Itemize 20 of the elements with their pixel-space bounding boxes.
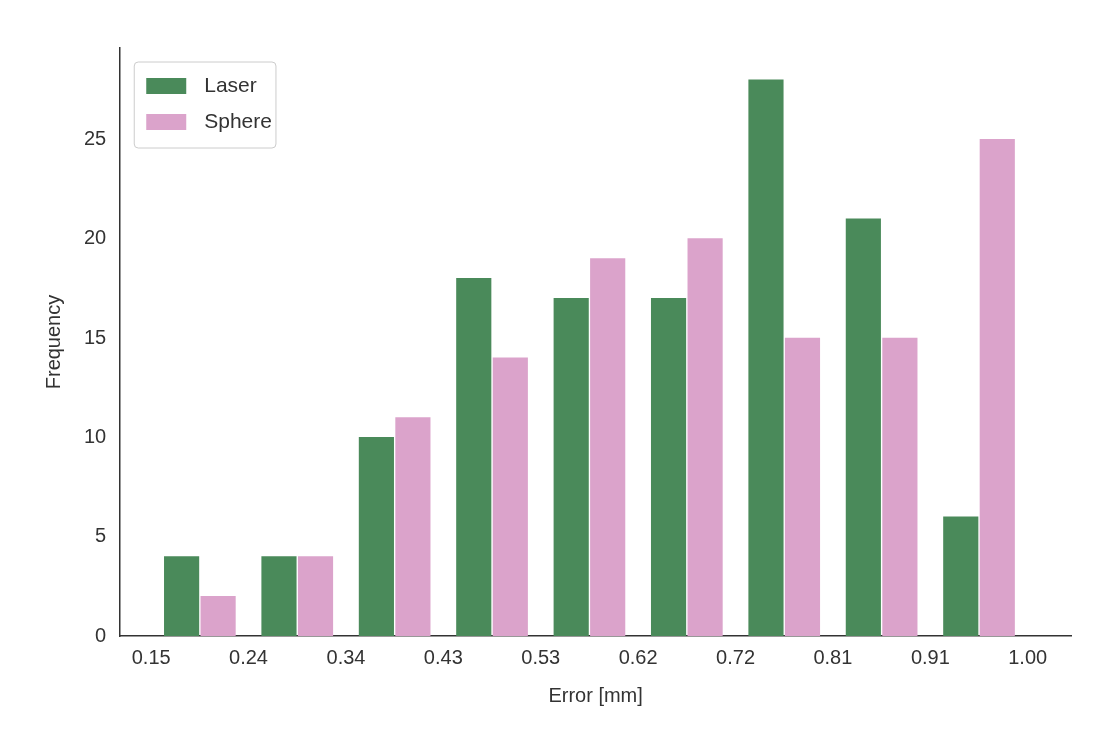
x-tick-label: 0.53 [521, 645, 561, 668]
y-tick-label: 10 [84, 424, 107, 447]
x-tick-label: 0.81 [813, 645, 853, 668]
x-tick-label: 1.00 [1008, 645, 1048, 668]
y-tick-label: 15 [84, 325, 107, 348]
x-tick-label: 0.62 [618, 645, 658, 668]
x-tick-label: 0.24 [229, 645, 268, 668]
legend-label: Sphere [204, 108, 272, 132]
y-axis-title: Frequency [41, 294, 64, 390]
legend-label: Laser [204, 72, 257, 96]
y-tick-label: 20 [84, 226, 107, 249]
x-tick-label: 0.72 [716, 645, 756, 668]
x-tick-label: 0.43 [423, 645, 463, 668]
x-tick-label: 0.91 [910, 645, 950, 668]
x-tick-label: 0.15 [131, 645, 171, 668]
x-tick-label: 0.34 [326, 645, 366, 668]
y-tick-label: 5 [95, 524, 107, 547]
y-tick-label: 0 [95, 623, 107, 646]
y-tick-label: 25 [84, 126, 107, 149]
x-axis-title: Error [mm] [548, 683, 643, 706]
